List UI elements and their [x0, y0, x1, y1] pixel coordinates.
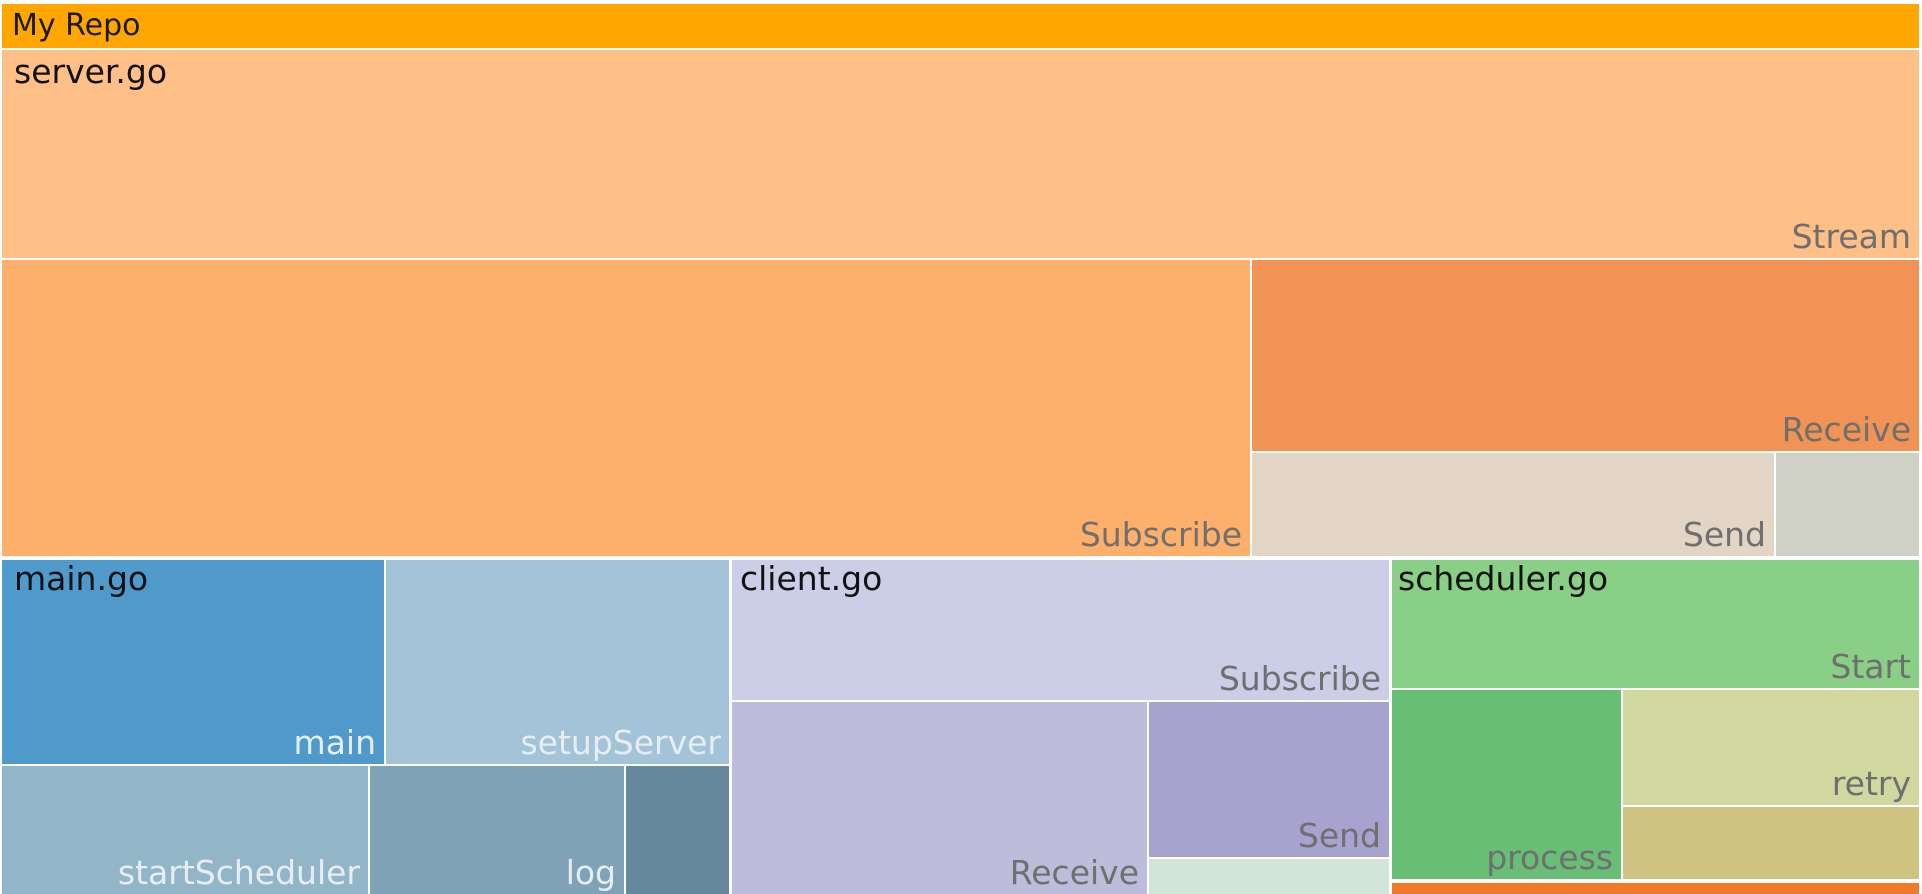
- group-label: main.go: [14, 559, 149, 598]
- leaf-label: log: [565, 853, 616, 892]
- treemap-leaf-1-3[interactable]: log: [370, 766, 624, 894]
- treemap-leaf-1-1[interactable]: setupServer: [386, 560, 729, 764]
- treemap-leaf-1-2[interactable]: startScheduler: [2, 766, 368, 894]
- treemap-leaf-3-1[interactable]: process: [1392, 690, 1621, 879]
- treemap-leaf-0-2[interactable]: Receive: [1252, 260, 1919, 451]
- root-node-bar[interactable]: My Repo: [2, 4, 1919, 48]
- leaf-label: Start: [1830, 647, 1911, 686]
- treemap-leaf-2-2[interactable]: Send: [1149, 702, 1389, 857]
- treemap-leaf-0-1[interactable]: Subscribe: [2, 260, 1250, 556]
- treemap-leaf-1-4[interactable]: [626, 766, 729, 894]
- leaf-label: setupServer: [520, 723, 721, 762]
- leaf-label: startScheduler: [117, 853, 360, 892]
- group-label: client.go: [740, 559, 883, 598]
- group-label: scheduler.go: [1398, 559, 1609, 598]
- group-label: server.go: [14, 52, 168, 91]
- leaf-label: Stream: [1791, 217, 1911, 256]
- leaf-label: main: [293, 723, 376, 762]
- leaf-label: retry: [1831, 764, 1911, 803]
- root-title: My Repo: [12, 8, 141, 43]
- treemap-leaf-0-0[interactable]: Stream: [2, 50, 1919, 258]
- treemap-leaf-3-2[interactable]: retry: [1623, 690, 1919, 805]
- leaf-label: Subscribe: [1218, 659, 1381, 698]
- treemap-leaf-0-3[interactable]: Send: [1252, 453, 1774, 556]
- treemap-leaf-1-0[interactable]: main: [2, 560, 384, 764]
- treemap-leaf-3-3[interactable]: [1623, 807, 1919, 879]
- clipped-group-strip[interactable]: [1392, 883, 1919, 894]
- leaf-label: Receive: [1009, 853, 1139, 892]
- leaf-label: process: [1486, 838, 1613, 877]
- treemap-leaf-0-4[interactable]: [1776, 453, 1919, 556]
- treemap-leaf-2-3[interactable]: [1149, 859, 1389, 894]
- treemap-leaf-2-0[interactable]: Subscribe: [732, 560, 1389, 700]
- leaf-label: Send: [1682, 515, 1766, 554]
- leaf-label: Receive: [1781, 410, 1911, 449]
- leaf-label: Send: [1297, 816, 1381, 855]
- leaf-label: Subscribe: [1079, 515, 1242, 554]
- treemap-leaf-3-0[interactable]: Start: [1392, 560, 1919, 688]
- treemap-leaf-2-1[interactable]: Receive: [732, 702, 1147, 894]
